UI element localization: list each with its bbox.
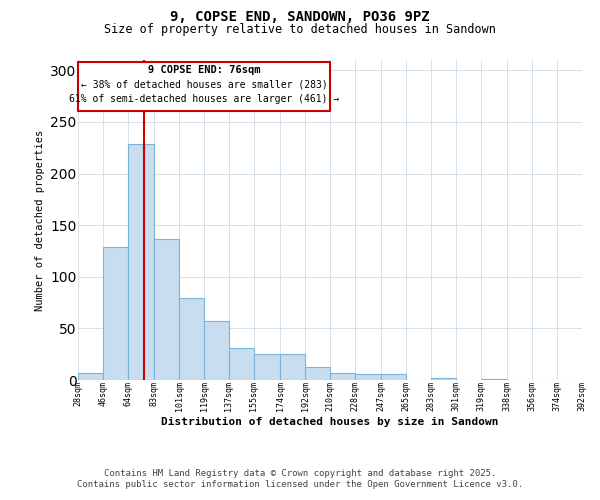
Text: ← 38% of detached houses are smaller (283): ← 38% of detached houses are smaller (28… (80, 80, 328, 90)
Text: Contains public sector information licensed under the Open Government Licence v3: Contains public sector information licen… (77, 480, 523, 489)
Bar (280, 354, 305, 380)
Bar (330, 373, 355, 380)
Bar (154, 238, 179, 380)
Text: 9 COPSE END: 76sqm: 9 COPSE END: 76sqm (148, 64, 260, 74)
Text: Size of property relative to detached houses in Sandown: Size of property relative to detached ho… (104, 22, 496, 36)
Bar (431, 378, 456, 380)
Bar (355, 374, 381, 380)
X-axis label: Distribution of detached houses by size in Sandown: Distribution of detached houses by size … (161, 417, 499, 427)
Bar (229, 348, 254, 380)
Bar (381, 374, 406, 380)
Bar (481, 379, 507, 380)
Y-axis label: Number of detached properties: Number of detached properties (35, 130, 44, 310)
Bar (128, 144, 154, 380)
Bar (103, 247, 128, 380)
Text: Contains HM Land Registry data © Crown copyright and database right 2025.: Contains HM Land Registry data © Crown c… (104, 468, 496, 477)
Text: 61% of semi-detached houses are larger (461) →: 61% of semi-detached houses are larger (… (69, 94, 339, 104)
Text: 9, COPSE END, SANDOWN, PO36 9PZ: 9, COPSE END, SANDOWN, PO36 9PZ (170, 10, 430, 24)
Bar (254, 354, 280, 380)
Bar (78, 373, 103, 380)
Bar (305, 366, 330, 380)
Bar (204, 321, 229, 380)
Bar (179, 298, 204, 380)
